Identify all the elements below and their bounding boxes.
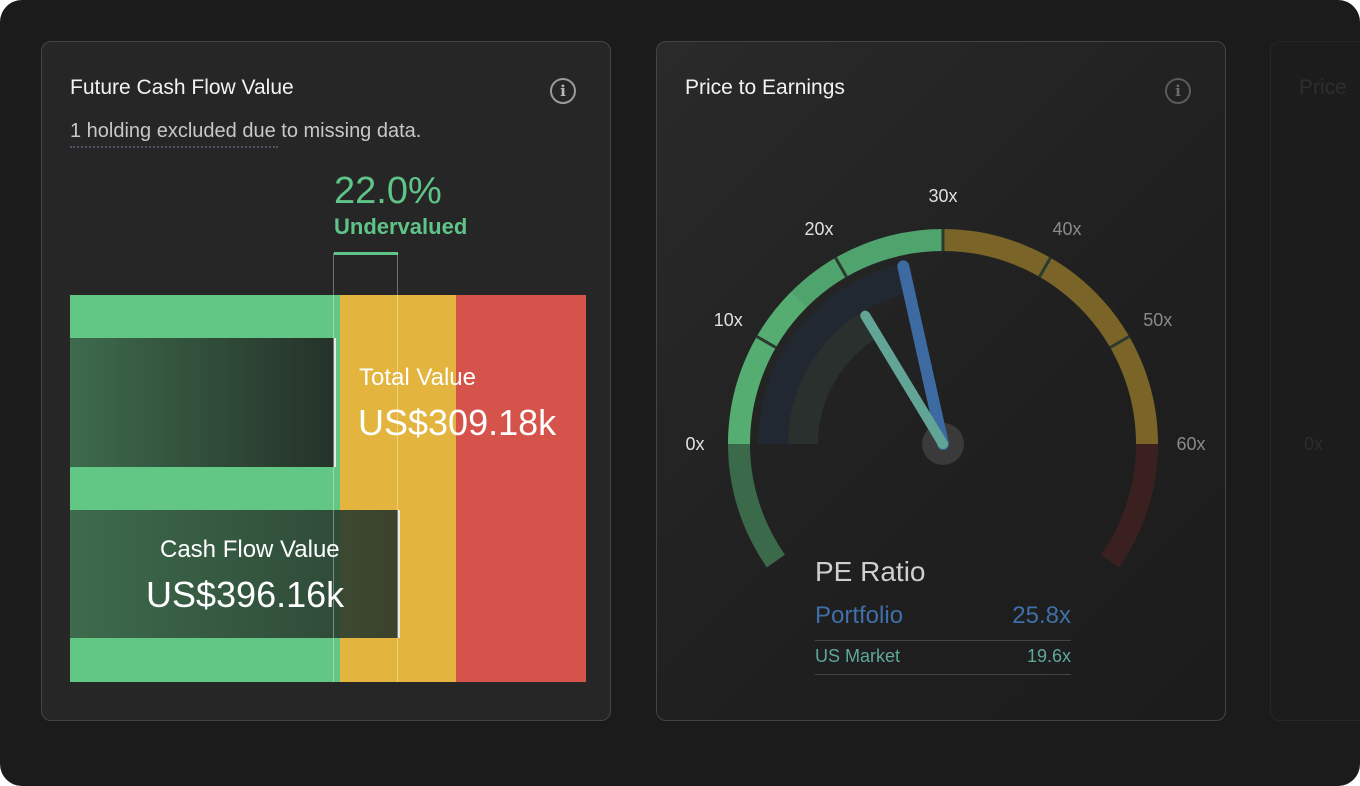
legend-row-us-market: US Market 19.6x <box>815 646 1071 675</box>
total-value-label: Total Value <box>359 364 476 391</box>
cash-flow-value-bar <box>70 510 400 638</box>
cash-flow-value-label: Cash Flow Value <box>160 536 340 563</box>
info-icon[interactable]: i <box>1165 78 1191 104</box>
card-title: Price to Earnings <box>685 76 845 99</box>
price-to-earnings-card: Price to Earnings i 0x 10x 20x 30x 40x 50x 60x… <box>656 41 1226 721</box>
tick-label: 10x <box>714 310 743 330</box>
gauge-tick <box>1109 335 1130 349</box>
gauge-band-highlight <box>728 291 807 445</box>
total-value-bar <box>70 338 336 467</box>
legend-label: Portfolio <box>815 602 904 629</box>
cash-flow-value-amount: US$396.16k <box>146 574 345 615</box>
market-needle <box>860 310 948 449</box>
price-card-partial: Price 0x <box>1270 41 1360 721</box>
tick-label: 20x <box>804 219 833 239</box>
valuation-status: Undervalued <box>334 214 468 239</box>
market-track <box>788 311 879 445</box>
legend-value: 19.6x <box>1026 646 1071 666</box>
card-title: Price <box>1299 76 1347 99</box>
bracket-right-line <box>397 253 398 682</box>
tick-label: 0x <box>685 434 704 454</box>
excluded-holdings-note[interactable]: 1 holding excluded due to missing data. <box>70 120 422 142</box>
gauge-tick <box>756 335 777 349</box>
gauge-band-1 <box>942 229 1158 445</box>
tick-label: 60x <box>1176 434 1205 454</box>
bracket-left-line <box>333 253 334 682</box>
legend-value: 25.8x <box>1012 602 1071 629</box>
info-icon[interactable]: i <box>550 78 576 104</box>
gauge-tick <box>1038 257 1052 278</box>
legend-label: US Market <box>815 646 901 666</box>
portfolio-track <box>758 263 910 445</box>
legend-title: PE Ratio <box>815 556 926 587</box>
total-value-amount: US$309.18k <box>358 402 557 443</box>
dotted-underline <box>70 146 278 148</box>
tick-label: 0x <box>1304 434 1324 454</box>
tick-label: 50x <box>1143 310 1172 330</box>
tick-label: 30x <box>928 186 957 206</box>
pe-gauge: 0x 10x 20x 30x 40x 50x 60x <box>685 186 1206 568</box>
gauge-extension-high <box>1100 443 1158 568</box>
portfolio-needle <box>897 260 949 450</box>
tick-label: 40x <box>1052 219 1081 239</box>
undervalued-percent: 22.0% <box>334 170 442 212</box>
gauge-extension-low <box>728 443 786 568</box>
future-cash-flow-card: Future Cash Flow Value i 1 holding exclu… <box>41 41 611 721</box>
bracket-top <box>334 252 398 255</box>
overvalued-band <box>456 295 586 682</box>
card-title: Future Cash Flow Value <box>70 76 294 99</box>
gauge-tick <box>834 257 848 278</box>
legend-row-portfolio: Portfolio 25.8x <box>815 602 1071 641</box>
